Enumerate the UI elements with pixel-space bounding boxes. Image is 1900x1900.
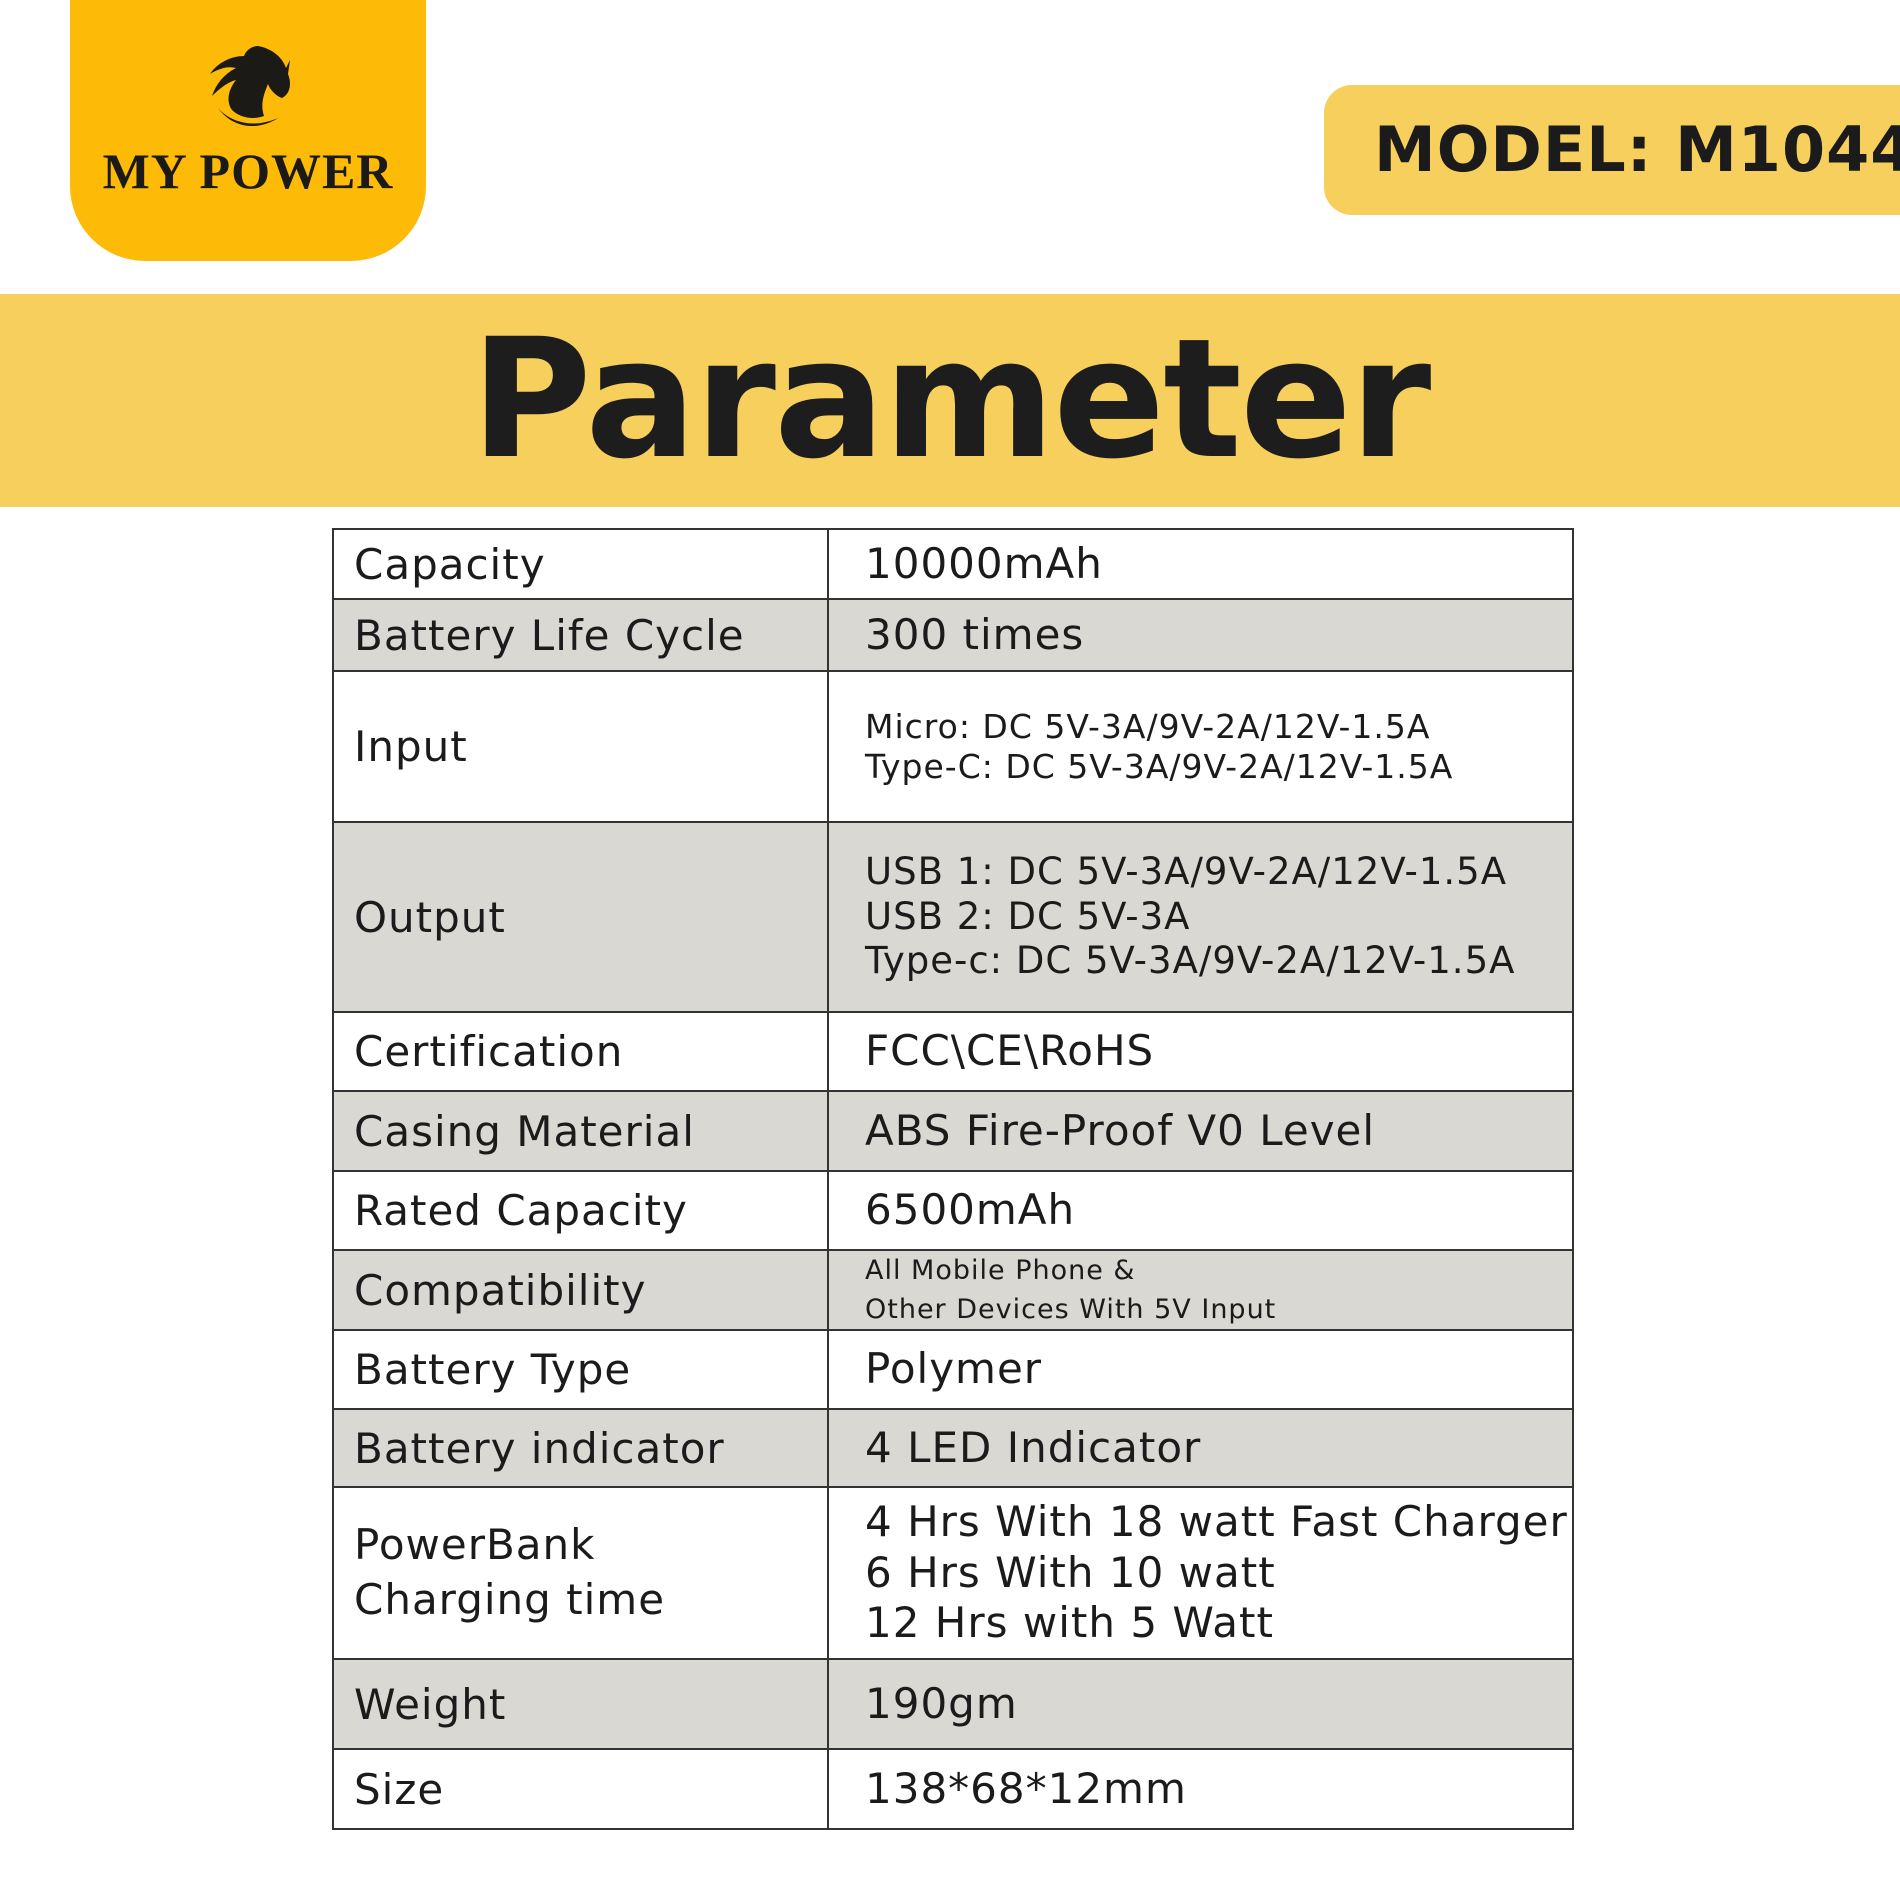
parameter-value: 190gm bbox=[829, 1660, 1572, 1748]
table-row: Input Micro: DC 5V-3A/9V-2A/12V-1.5A Type-… bbox=[334, 670, 1572, 821]
parameter-label: Battery Life Cycle bbox=[334, 600, 829, 670]
table-row: Battery Life Cycle 300 times bbox=[334, 598, 1572, 670]
table-row: Battery Type Polymer bbox=[334, 1329, 1572, 1408]
value-line: Other Devices With 5V Input bbox=[865, 1294, 1277, 1325]
parameter-label: Output bbox=[334, 823, 829, 1011]
value-line: All Mobile Phone & bbox=[865, 1254, 1136, 1286]
parameter-value: Polymer bbox=[829, 1331, 1572, 1408]
parameter-label: Battery Type bbox=[334, 1331, 829, 1408]
parameter-label: Rated Capacity bbox=[334, 1172, 829, 1249]
model-label: MODEL: M1044 bbox=[1374, 113, 1900, 186]
brand-name: MY POWER bbox=[102, 143, 394, 199]
value-line: 138*68*12mm bbox=[865, 1763, 1187, 1813]
value-line: USB 1: DC 5V-3A/9V-2A/12V-1.5A bbox=[865, 850, 1507, 894]
table-row: PowerBank Charging time 4 Hrs With 18 wat… bbox=[334, 1486, 1572, 1658]
parameter-value: 10000mAh bbox=[829, 530, 1572, 598]
title-banner: Parameter bbox=[0, 294, 1900, 507]
parameter-label: Battery indicator bbox=[334, 1410, 829, 1486]
value-line: Micro: DC 5V-3A/9V-2A/12V-1.5A bbox=[865, 706, 1431, 746]
parameter-value: USB 1: DC 5V-3A/9V-2A/12V-1.5A USB 2: DC … bbox=[829, 823, 1572, 1011]
table-row: Compatibility All Mobile Phone & Other Dev… bbox=[334, 1249, 1572, 1329]
table-row: Casing Material ABS Fire-Proof V0 Level bbox=[334, 1090, 1572, 1170]
table-row: Weight 190gm bbox=[334, 1658, 1572, 1748]
model-badge: MODEL: M1044 bbox=[1324, 85, 1900, 215]
parameter-value: Micro: DC 5V-3A/9V-2A/12V-1.5A Type-C: DC… bbox=[829, 672, 1572, 821]
parameter-label: Input bbox=[334, 672, 829, 821]
parameter-value: FCC\CE\RoHS bbox=[829, 1013, 1572, 1090]
parameter-label: Certification bbox=[334, 1013, 829, 1090]
value-line: FCC\CE\RoHS bbox=[865, 1026, 1155, 1076]
parameter-value: 4 Hrs With 18 watt Fast Charger 6 Hrs Wit… bbox=[829, 1488, 1572, 1658]
parameter-label: Size bbox=[334, 1750, 829, 1828]
parameter-value: All Mobile Phone & Other Devices With 5V … bbox=[829, 1251, 1572, 1329]
parameter-label: Weight bbox=[334, 1660, 829, 1748]
page-title: Parameter bbox=[470, 303, 1432, 495]
value-line: 6 Hrs With 10 watt bbox=[865, 1547, 1276, 1597]
table-row: Output USB 1: DC 5V-3A/9V-2A/12V-1.5A USB … bbox=[334, 821, 1572, 1011]
table-row: Size 138*68*12mm bbox=[334, 1748, 1572, 1828]
value-line: Type-C: DC 5V-3A/9V-2A/12V-1.5A bbox=[865, 746, 1454, 786]
table-row: Capacity 10000mAh bbox=[334, 530, 1572, 598]
parameter-label: Capacity bbox=[334, 530, 829, 598]
value-line: USB 2: DC 5V-3A bbox=[865, 894, 1191, 938]
parameter-value: 138*68*12mm bbox=[829, 1750, 1572, 1828]
value-line: Type-c: DC 5V-3A/9V-2A/12V-1.5A bbox=[865, 939, 1516, 983]
value-line: 10000mAh bbox=[865, 538, 1103, 588]
value-line: ABS Fire-Proof V0 Level bbox=[865, 1105, 1376, 1155]
parameter-value: ABS Fire-Proof V0 Level bbox=[829, 1092, 1572, 1170]
parameter-table: Capacity 10000mAh Battery Life Cycle 300 ti… bbox=[332, 528, 1574, 1830]
parameter-value: 6500mAh bbox=[829, 1172, 1572, 1249]
brand-logo: MY POWER bbox=[70, 0, 426, 261]
value-line: 4 LED Indicator bbox=[865, 1422, 1202, 1472]
value-line: 6500mAh bbox=[865, 1185, 1076, 1235]
value-line: Polymer bbox=[865, 1344, 1043, 1394]
horse-head-icon bbox=[210, 46, 290, 127]
value-line: 12 Hrs with 5 Watt bbox=[865, 1598, 1274, 1648]
table-row: Rated Capacity 6500mAh bbox=[334, 1170, 1572, 1249]
parameter-value: 4 LED Indicator bbox=[829, 1410, 1572, 1486]
table-row: Battery indicator 4 LED Indicator bbox=[334, 1408, 1572, 1486]
table-row: Certification FCC\CE\RoHS bbox=[334, 1011, 1572, 1090]
value-line: 190gm bbox=[865, 1678, 1018, 1728]
value-line: 4 Hrs With 18 watt Fast Charger bbox=[865, 1497, 1568, 1547]
value-line: 300 times bbox=[865, 609, 1085, 659]
parameter-label: PowerBank Charging time bbox=[334, 1488, 829, 1658]
parameter-label: Casing Material bbox=[334, 1092, 829, 1170]
parameter-value: 300 times bbox=[829, 600, 1572, 670]
parameter-label: Compatibility bbox=[334, 1251, 829, 1329]
